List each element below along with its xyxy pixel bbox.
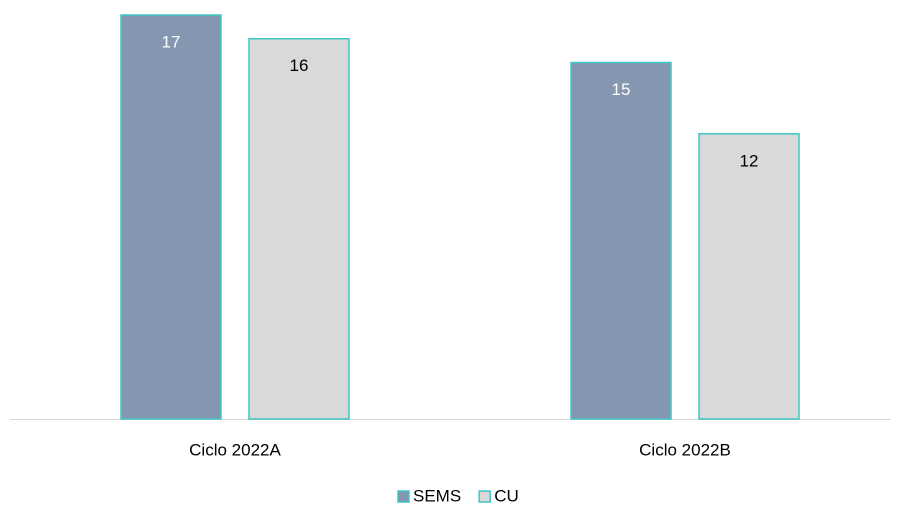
- data-label: 12: [740, 151, 759, 170]
- x-tick-label: Ciclo 2022A: [189, 440, 281, 459]
- legend-swatch: [478, 490, 491, 503]
- x-tick-label: Ciclo 2022B: [639, 440, 731, 459]
- legend-label: CU: [494, 486, 519, 505]
- data-label: 17: [162, 32, 181, 51]
- bar: [248, 38, 350, 420]
- legend-swatch: [397, 490, 410, 503]
- bar: [698, 133, 800, 420]
- bar: [120, 14, 222, 420]
- data-label: 15: [612, 80, 631, 99]
- bar: [570, 61, 672, 420]
- legend-label: SEMS: [413, 486, 461, 505]
- data-label: 16: [290, 56, 309, 75]
